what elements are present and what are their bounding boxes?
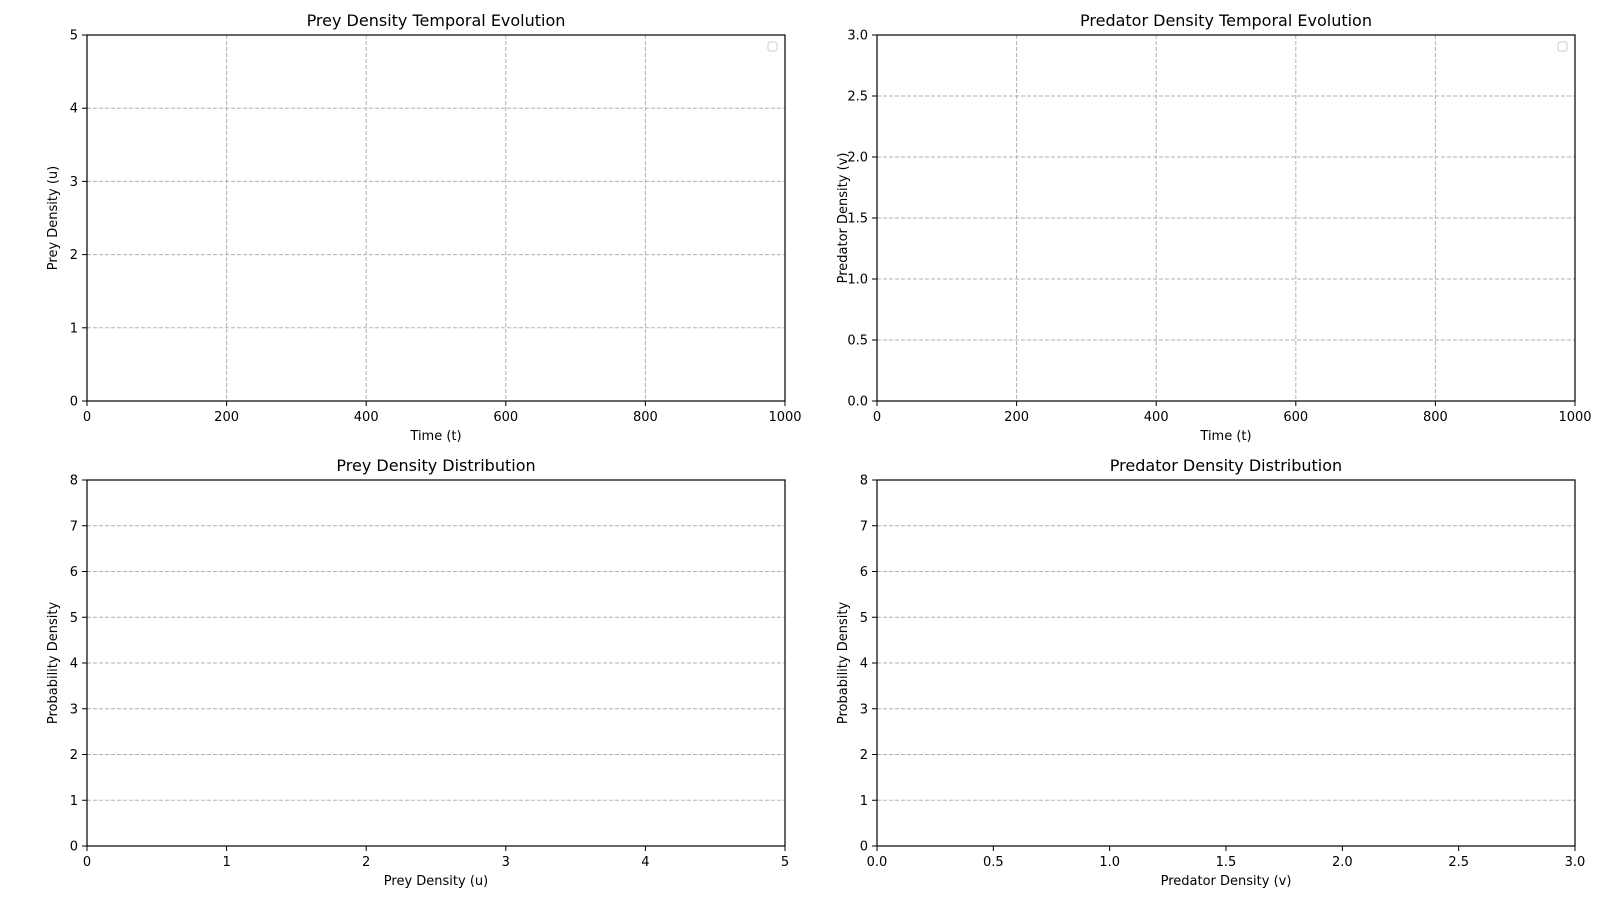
y-tick-label: 0	[70, 840, 78, 855]
y-tick-label: 0.0	[847, 395, 868, 410]
y-tick-label: 2.5	[847, 90, 868, 105]
x-axis-label: Prey Density (u)	[384, 874, 488, 889]
y-tick-label: 1.0	[847, 273, 868, 288]
chart-predator-distribution: 0.0 0.5 1.0 1.5 2.0 2.5 3.0 0 1 2 3 4 5 6 7 8 Predator D…	[836, 456, 1585, 889]
y-tick-label: 4	[860, 657, 868, 672]
plot-frame	[86, 34, 786, 402]
y-tick-label: 7	[860, 519, 868, 534]
x-tick-label: 3.0	[1565, 855, 1586, 870]
y-tick-label: 4	[70, 102, 78, 117]
y-tick-label: 3	[70, 175, 78, 190]
x-tick-label: 600	[493, 410, 518, 425]
x-axis-label: Time (t)	[409, 429, 461, 444]
chart-prey-time-series: 0 200 400 600 800 1000 0 1 2 3 4 5 Prey Density Temp…	[46, 11, 802, 444]
y-tick-label: 6	[860, 565, 868, 580]
y-tick-label: 0.5	[847, 334, 868, 349]
y-axis-label: Prey Density (u)	[46, 166, 61, 270]
x-tick-label: 0	[83, 855, 91, 870]
chart-prey-distribution: 0 1 2 3 4 5 0 1 2 3 4 5 6 7 8 Prey Density Distribution…	[46, 456, 789, 889]
y-tick-label: 0	[70, 395, 78, 410]
x-tick-label: 1000	[768, 410, 801, 425]
x-tick-label: 2	[362, 855, 370, 870]
y-tick-label: 3	[860, 702, 868, 717]
x-tick-label: 200	[214, 410, 239, 425]
x-tick-label: 0	[83, 410, 91, 425]
y-tick-label: 2	[70, 748, 78, 763]
x-tick-label: 2.5	[1448, 855, 1469, 870]
y-tick-label: 2	[860, 748, 868, 763]
chart-title: Predator Density Distribution	[1110, 456, 1342, 475]
x-tick-label: 400	[354, 410, 379, 425]
y-tick-label: 8	[70, 474, 78, 489]
x-axis-label: Predator Density (v)	[1161, 874, 1292, 889]
x-tick-label: 0	[873, 410, 881, 425]
y-axis-label: Probability Density	[836, 602, 851, 725]
y-tick-label: 3	[70, 702, 78, 717]
x-tick-label: 3	[502, 855, 510, 870]
y-tick-label: 5	[70, 611, 78, 626]
chart-title: Prey Density Distribution	[336, 456, 535, 475]
y-tick-label: 3.0	[847, 29, 868, 44]
x-tick-label: 0.5	[983, 855, 1004, 870]
x-tick-label: 1.5	[1216, 855, 1237, 870]
chart-predator-time-series: 0 200 400 600 800 1000 0.0 0.5 1.0 1.5 2.0 2.5 3.0 Pr…	[836, 11, 1592, 444]
x-tick-label: 400	[1144, 410, 1169, 425]
x-tick-label: 0.0	[867, 855, 888, 870]
y-tick-label: 0	[860, 840, 868, 855]
y-tick-label: 1.5	[847, 212, 868, 227]
y-tick-label: 1	[70, 321, 78, 336]
y-tick-label: 1	[860, 794, 868, 809]
x-tick-label: 1000	[1558, 410, 1591, 425]
y-tick-label: 2.0	[847, 151, 868, 166]
x-tick-label: 200	[1004, 410, 1029, 425]
legend-box	[767, 41, 778, 52]
y-axis-label: Probability Density	[46, 602, 61, 725]
x-axis-label: Time (t)	[1199, 429, 1251, 444]
x-tick-label: 2.0	[1332, 855, 1353, 870]
x-tick-label: 4	[641, 855, 649, 870]
y-tick-label: 7	[70, 519, 78, 534]
x-tick-label: 1.0	[1099, 855, 1120, 870]
x-tick-label: 800	[1423, 410, 1448, 425]
x-tick-label: 5	[781, 855, 789, 870]
y-tick-label: 5	[860, 611, 868, 626]
y-tick-label: 6	[70, 565, 78, 580]
y-tick-label: 5	[70, 29, 78, 44]
chart-title: Prey Density Temporal Evolution	[307, 11, 566, 30]
x-tick-label: 600	[1283, 410, 1308, 425]
chart-title: Predator Density Temporal Evolution	[1080, 11, 1372, 30]
y-tick-label: 1	[70, 794, 78, 809]
y-tick-label: 4	[70, 657, 78, 672]
y-tick-label: 8	[860, 474, 868, 489]
x-tick-label: 800	[633, 410, 658, 425]
y-tick-label: 2	[70, 248, 78, 263]
legend-box	[1557, 41, 1568, 52]
x-tick-label: 1	[222, 855, 230, 870]
y-axis-label: Predator Density (v)	[836, 153, 851, 284]
